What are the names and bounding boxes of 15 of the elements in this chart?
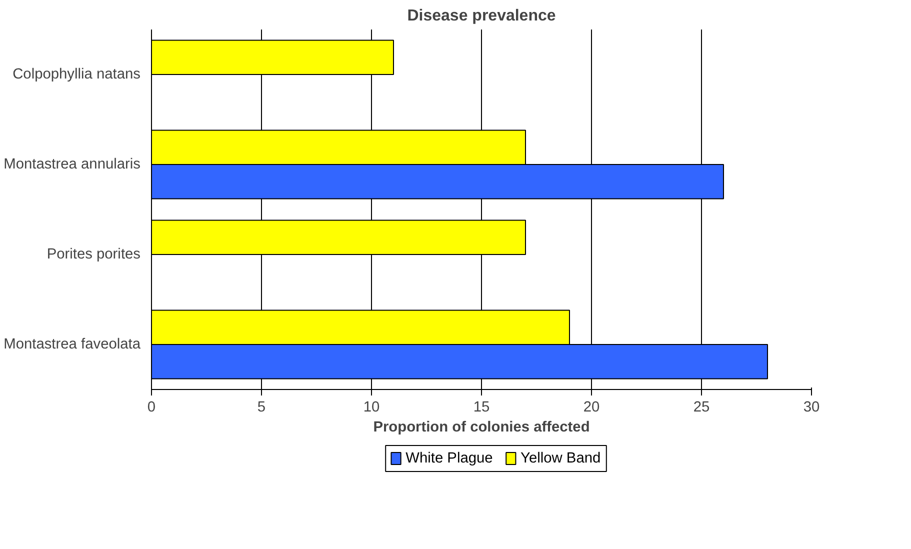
x-tick-label: 5	[257, 400, 266, 416]
y-tick-label: Montastrea faveolata	[4, 336, 142, 352]
x-tick-label: 15	[473, 400, 490, 416]
y-tick-label: Colpophyllia natans	[12, 66, 140, 82]
legend-label: White Plague	[406, 450, 493, 466]
x-tick-label: 25	[693, 400, 710, 416]
x-tick-label: 30	[803, 400, 820, 416]
y-tick-label: Montastrea annularis	[4, 156, 141, 172]
legend-label: Yellow Band	[520, 450, 601, 466]
chart-title: Disease prevalence	[407, 8, 556, 24]
y-tick-label: Porites porites	[46, 246, 141, 262]
x-tick-label: 10	[363, 400, 380, 416]
x-axis-title: Proportion of colonies affected	[373, 420, 590, 436]
x-tick-label: 20	[583, 400, 600, 416]
x-tick-label: 0	[147, 400, 156, 416]
